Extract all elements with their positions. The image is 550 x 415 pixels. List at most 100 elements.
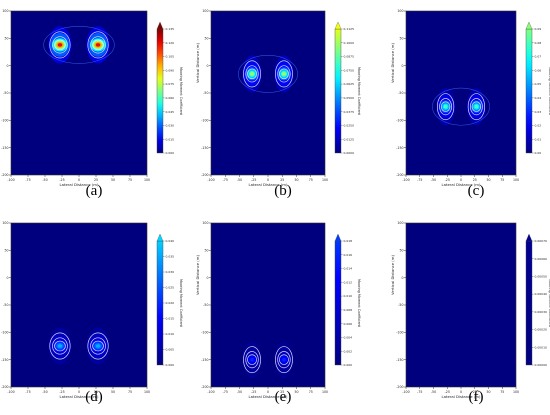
y-tick-label: -200 bbox=[1, 173, 8, 177]
colorbar-tick-label: 0.105 bbox=[166, 55, 175, 59]
colorbar-tick-label: 0.090 bbox=[166, 68, 175, 72]
contour-line bbox=[243, 60, 261, 88]
y-axis-label: Vertical Distance (m) bbox=[195, 255, 200, 295]
y-tick-label: -50 bbox=[3, 91, 8, 95]
x-tick-label: 25 bbox=[280, 178, 284, 182]
x-tick-label: 0 bbox=[460, 178, 462, 182]
x-tick-label: 100 bbox=[322, 178, 328, 182]
contour-line bbox=[247, 68, 257, 80]
heat-field bbox=[242, 341, 294, 379]
x-tick-label: -100 bbox=[7, 178, 14, 182]
x-tick-label: 100 bbox=[144, 390, 150, 394]
panel-label: (b) bbox=[274, 183, 292, 199]
colorbar-arrow bbox=[156, 233, 164, 242]
colorbar-tick-label: 0.02 bbox=[535, 124, 542, 128]
contour-line bbox=[238, 54, 298, 93]
hotspot bbox=[274, 341, 294, 379]
colorbar-tick-label: 0.030 bbox=[166, 124, 175, 128]
colorbar-tick-label: 0.035 bbox=[166, 255, 175, 259]
x-tick-label: 25 bbox=[280, 390, 284, 394]
y-tick-label: 0 bbox=[206, 64, 208, 68]
colorbar-tick-label: 0.014 bbox=[344, 267, 353, 271]
contour-line bbox=[245, 351, 259, 369]
x-tick-label: 75 bbox=[309, 178, 313, 182]
x-tick-label: 50 bbox=[486, 178, 490, 182]
x-tick-label: -25 bbox=[59, 390, 64, 394]
colorbar-tick-label: 0.060 bbox=[166, 96, 175, 100]
colorbar-tick-label: 0.010 bbox=[166, 332, 175, 336]
colorbar-tick-label: 0.000 bbox=[166, 151, 175, 155]
colorbar-label: Mooring Moment Coefficient bbox=[548, 279, 550, 328]
y-tick-label: -100 bbox=[201, 118, 208, 122]
x-tick-label: 75 bbox=[309, 390, 313, 394]
y-tick-label: -50 bbox=[3, 303, 8, 307]
colorbar-tick-label: 0.0625 bbox=[344, 82, 355, 86]
colorbar-tick-label: 0.00000 bbox=[535, 363, 547, 367]
hotspot bbox=[242, 341, 262, 379]
contour-line bbox=[247, 354, 257, 365]
y-tick-label: 50 bbox=[4, 248, 8, 252]
panel-label: (e) bbox=[274, 389, 292, 405]
x-tick-label: 0 bbox=[267, 178, 269, 182]
colorbar-tick-label: 0.1125 bbox=[344, 27, 355, 31]
colorbar-tick-label: 0.030 bbox=[166, 270, 175, 274]
hotspot bbox=[274, 55, 294, 93]
y-tick-label: 0 bbox=[206, 276, 208, 280]
colorbar bbox=[525, 240, 533, 366]
contour-line bbox=[52, 337, 68, 355]
contour-line bbox=[87, 31, 109, 59]
x-tick-label: -75 bbox=[25, 178, 30, 182]
y-tick-label: 100 bbox=[2, 9, 8, 13]
x-tick-label: 25 bbox=[473, 390, 477, 394]
colorbar-tick-label: 0.0125 bbox=[344, 137, 355, 141]
x-tick-label: 75 bbox=[500, 178, 504, 182]
x-axis-label: Lateral Distance (m) bbox=[442, 182, 481, 187]
subplot-1: -100 -75 -50 -25 0 25 50 75 100 100 50 0 -50 -100 -150… bbox=[1, 9, 183, 187]
x-tick-label: -50 bbox=[431, 390, 436, 394]
colorbar-tick-label: 0.00040 bbox=[535, 292, 547, 296]
plot-background bbox=[11, 223, 147, 387]
colorbar-tick-label: 0.075 bbox=[166, 82, 175, 86]
x-axis-label: Lateral Distance (m) bbox=[249, 182, 288, 187]
x-tick-label: 50 bbox=[294, 178, 298, 182]
x-tick-label: -75 bbox=[25, 390, 30, 394]
colorbar-tick-label: 0.00060 bbox=[535, 257, 547, 261]
colorbar-tick-label: 0.002 bbox=[344, 349, 353, 353]
panel-label: (f) bbox=[468, 389, 484, 405]
panel-label: (c) bbox=[467, 183, 485, 199]
x-tick-label: -75 bbox=[417, 390, 422, 394]
y-axis-label: Vertical Distance (m) bbox=[390, 255, 395, 295]
colorbar-tick-label: 0.0875 bbox=[344, 55, 355, 59]
colorbar-tick-label: 0.0250 bbox=[344, 124, 355, 128]
y-tick-label: -200 bbox=[396, 385, 403, 389]
contour-line bbox=[49, 332, 71, 360]
y-tick-label: 50 bbox=[399, 36, 403, 40]
y-tick-label: -150 bbox=[201, 358, 208, 362]
x-tick-label: 25 bbox=[473, 178, 477, 182]
y-tick-label: -150 bbox=[201, 146, 208, 150]
hotspot bbox=[48, 327, 72, 365]
colorbar-tick-label: 0.005 bbox=[166, 348, 175, 352]
colorbar-tick-label: 0.004 bbox=[344, 336, 353, 340]
colorbar bbox=[334, 240, 342, 366]
y-tick-label: -100 bbox=[396, 330, 403, 334]
x-axis-label: Lateral Distance (m) bbox=[60, 182, 99, 187]
colorbar-tick-label: 0.045 bbox=[166, 110, 175, 114]
hotspot bbox=[86, 26, 110, 64]
x-tick-label: -25 bbox=[59, 178, 64, 182]
plot-background bbox=[11, 11, 147, 175]
y-tick-label: -100 bbox=[396, 118, 403, 122]
x-tick-label: 0 bbox=[460, 390, 462, 394]
y-tick-label: 100 bbox=[397, 221, 403, 225]
colorbar-label: Mooring Moment Coefficient bbox=[357, 67, 361, 116]
colorbar-label: Mooring Moment Coefficient bbox=[179, 279, 183, 328]
x-tick-label: -75 bbox=[223, 178, 228, 182]
colorbar bbox=[334, 28, 342, 154]
colorbar-tick-label: 0.0500 bbox=[344, 96, 355, 100]
colorbar-arrow bbox=[525, 21, 533, 30]
y-tick-label: -50 bbox=[398, 303, 403, 307]
contour-line bbox=[43, 26, 115, 64]
x-tick-label: -25 bbox=[251, 178, 256, 182]
colorbar-tick-label: 0.1000 bbox=[344, 41, 355, 45]
subplot-4: -100 -75 -50 -25 0 25 50 75 100 100 50 0 -50 -100 -150… bbox=[1, 221, 183, 399]
